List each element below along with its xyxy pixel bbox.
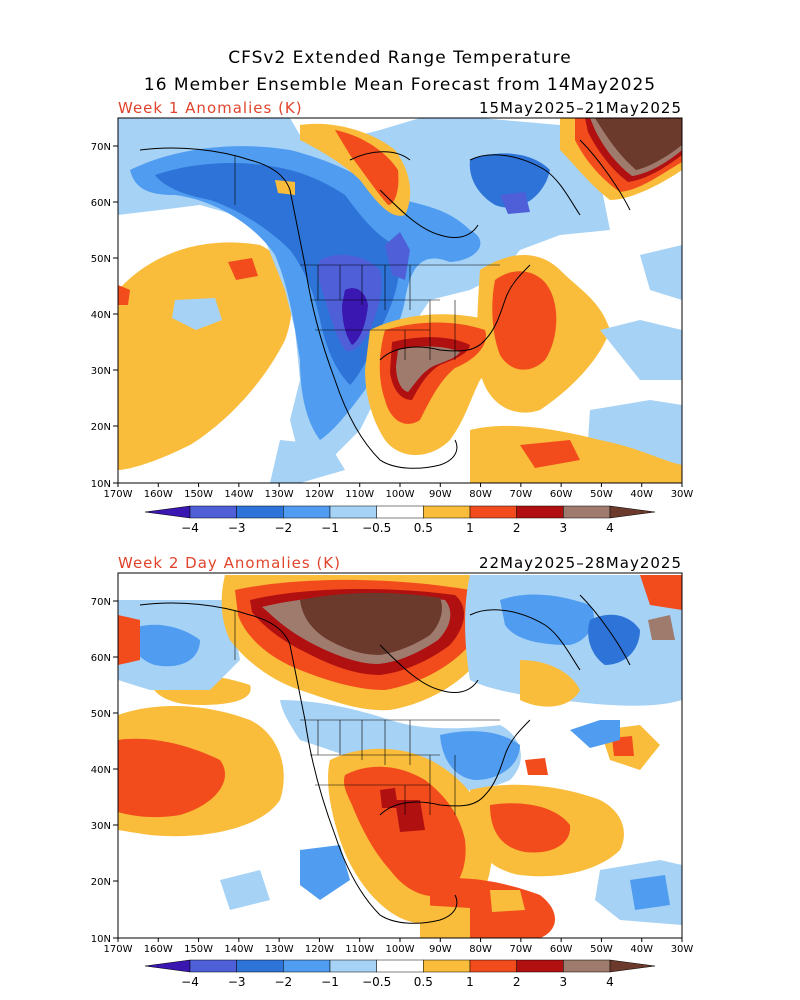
colorbar-label: −4 <box>181 975 199 989</box>
colorbar-swatch <box>563 505 611 519</box>
lon-tick-label: 160W <box>144 489 173 500</box>
lat-tick-label: 70N <box>91 597 111 608</box>
panel1-dates: 15May2025–21May2025 <box>478 99 682 117</box>
colorbar-label: −1 <box>321 521 339 535</box>
colorbar-label: −2 <box>274 521 292 535</box>
colorbar-label: −3 <box>228 521 246 535</box>
colorbar-label: 0.5 <box>414 975 433 989</box>
lon-tick-label: 50W <box>590 944 613 955</box>
lon-tick-label: 120W <box>305 944 334 955</box>
lon-tick-label: 110W <box>345 944 374 955</box>
lon-tick-label: 100W <box>386 489 415 500</box>
colorbar-swatch <box>376 959 424 973</box>
panel1-label: Week 1 Anomalies (K) <box>118 99 303 117</box>
lon-tick-label: 100W <box>386 944 415 955</box>
colorbar-swatch <box>329 959 377 973</box>
colorbar-swatch <box>329 505 377 519</box>
colorbar-swatch <box>469 505 517 519</box>
lat-tick-label: 20N <box>91 422 111 433</box>
lon-tick-label: 90W <box>429 944 452 955</box>
lon-tick-label: 60W <box>550 489 573 500</box>
lon-tick-label: 70W <box>510 489 533 500</box>
colorbar-label: 3 <box>560 975 568 989</box>
colorbar-label: 3 <box>560 521 568 535</box>
map-panel-week2 <box>118 573 682 938</box>
lat-tick-label: 60N <box>91 653 111 664</box>
chart-title-line2: 16 Member Ensemble Mean Forecast from 14… <box>143 75 657 95</box>
colorbar-swatch <box>423 505 471 519</box>
lat-tick-label: 10N <box>91 479 111 490</box>
colorbar-swatch <box>236 505 284 519</box>
colorbar-arrow-left <box>144 959 191 973</box>
colorbar-label: −0.5 <box>362 975 391 989</box>
colorbar-label: −2 <box>274 975 292 989</box>
colorbar-label: −3 <box>228 975 246 989</box>
colorbar-label: 2 <box>513 521 521 535</box>
lon-tick-label: 50W <box>590 489 613 500</box>
lon-tick-label: 90W <box>429 489 452 500</box>
colorbar-swatch <box>423 959 471 973</box>
lat-tick-label: 70N <box>91 142 111 153</box>
colorbar-swatch <box>376 505 424 519</box>
colorbar-swatch <box>516 505 564 519</box>
lon-tick-label: 40W <box>630 944 653 955</box>
lon-tick-label: 110W <box>345 489 374 500</box>
panel2-label: Week 2 Day Anomalies (K) <box>118 554 341 572</box>
lon-tick-label: 80W <box>469 489 492 500</box>
colorbar-week1: −4 −3 −2 −1 −0.5 0.5 1 2 3 4 <box>144 505 656 535</box>
lon-tick-label: 70W <box>510 944 533 955</box>
colorbar-arrow-right <box>609 959 656 973</box>
lon-tick-label: 140W <box>224 489 253 500</box>
lat-tick-label: 60N <box>91 198 111 209</box>
colorbar-label: −1 <box>321 975 339 989</box>
colorbar-label: 0.5 <box>414 521 433 535</box>
colorbar-label: 4 <box>606 521 614 535</box>
lat-tick-label: 10N <box>91 934 111 945</box>
lat-tick-label: 30N <box>91 366 111 377</box>
lon-tick-label: 150W <box>184 944 213 955</box>
lon-tick-label: 160W <box>144 944 173 955</box>
colorbar-label: 1 <box>466 521 474 535</box>
chart-title-line1: CFSv2 Extended Range Temperature <box>228 48 572 68</box>
colorbar-swatch <box>469 959 517 973</box>
lon-tick-label: 80W <box>469 944 492 955</box>
lon-tick-label: 120W <box>305 489 334 500</box>
lon-tick-label: 60W <box>550 944 573 955</box>
colorbar-arrow-right <box>609 505 656 519</box>
lon-tick-label: 130W <box>265 944 294 955</box>
colorbar-label: 4 <box>606 975 614 989</box>
colorbar-swatch <box>189 959 237 973</box>
colorbar-week2: −4 −3 −2 −1 −0.5 0.5 1 2 3 4 <box>144 959 656 989</box>
colorbar-arrow-left <box>144 505 191 519</box>
lon-tick-label: 40W <box>630 489 653 500</box>
lon-tick-label: 170W <box>104 944 133 955</box>
colorbar-swatch <box>563 959 611 973</box>
lat-tick-label: 50N <box>91 709 111 720</box>
colorbar-label: −4 <box>181 521 199 535</box>
colorbar-swatch <box>283 959 331 973</box>
colorbar-swatch <box>236 959 284 973</box>
colorbar-label: 1 <box>466 975 474 989</box>
lon-tick-label: 170W <box>104 489 133 500</box>
colorbar-swatch <box>189 505 237 519</box>
colorbar-label: −0.5 <box>362 521 391 535</box>
colorbar-label: 2 <box>513 975 521 989</box>
lat-tick-label: 50N <box>91 254 111 265</box>
lon-tick-label: 30W <box>671 944 694 955</box>
lon-tick-label: 130W <box>265 489 294 500</box>
lon-tick-label: 30W <box>671 489 694 500</box>
lat-tick-label: 30N <box>91 821 111 832</box>
colorbar-swatch <box>516 959 564 973</box>
lon-tick-label: 150W <box>184 489 213 500</box>
lat-tick-label: 40N <box>91 765 111 776</box>
colorbar-swatch <box>283 505 331 519</box>
panel2-dates: 22May2025–28May2025 <box>478 554 682 572</box>
lat-tick-label: 20N <box>91 877 111 888</box>
lat-tick-label: 40N <box>91 310 111 321</box>
lon-tick-label: 140W <box>224 944 253 955</box>
map-panel-week1 <box>118 118 682 483</box>
